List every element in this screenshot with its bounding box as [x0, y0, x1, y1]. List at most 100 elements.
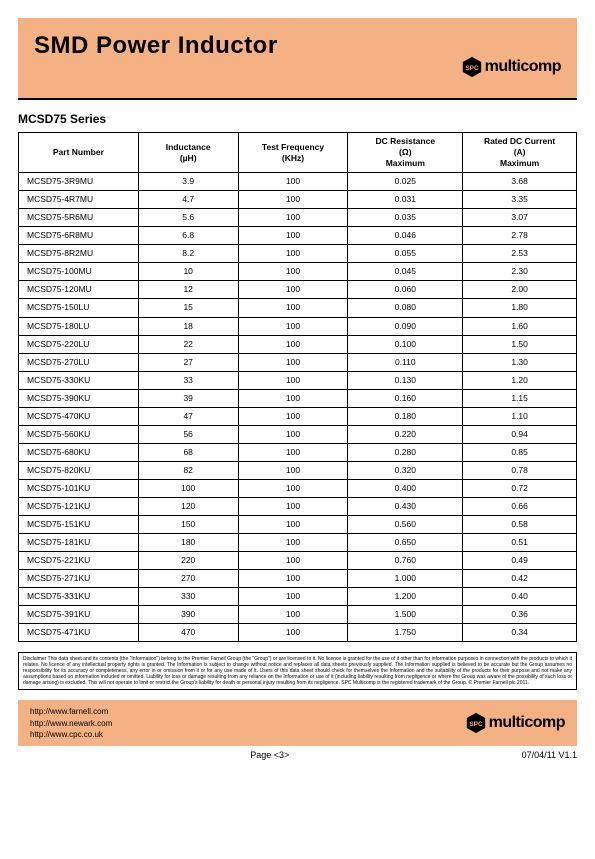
table-cell: 2.30 — [463, 263, 577, 281]
table-cell: 27 — [138, 353, 238, 371]
table-cell: 68 — [138, 443, 238, 461]
table-row: MCSD75-151KU1501000.5600.58 — [19, 516, 577, 534]
table-cell: 100 — [238, 317, 348, 335]
table-row: MCSD75-100MU101000.0452.30 — [19, 263, 577, 281]
table-cell: 1.50 — [463, 335, 577, 353]
table-cell: 120 — [138, 497, 238, 515]
table-cell: 82 — [138, 461, 238, 479]
table-row: MCSD75-6R8MU6.81000.0462.78 — [19, 227, 577, 245]
table-row: MCSD75-8R2MU8.21000.0552.53 — [19, 245, 577, 263]
table-cell: 0.760 — [348, 552, 463, 570]
column-header: DC Resistance(Ω)Maximum — [348, 133, 463, 173]
table-cell: 0.180 — [348, 407, 463, 425]
main-content: MCSD75 Series Part NumberInductance(µH)T… — [0, 112, 595, 690]
table-row: MCSD75-470KU471000.1801.10 — [19, 407, 577, 425]
table-cell: 100 — [238, 245, 348, 263]
table-cell: 0.66 — [463, 497, 577, 515]
table-cell: 3.9 — [138, 173, 238, 191]
table-cell: 0.49 — [463, 552, 577, 570]
series-title: MCSD75 Series — [18, 112, 577, 126]
table-cell: MCSD75-151KU — [19, 516, 139, 534]
table-cell: 100 — [238, 173, 348, 191]
table-cell: MCSD75-391KU — [19, 606, 139, 624]
table-row: MCSD75-471KU4701001.7500.34 — [19, 624, 577, 642]
footer-link: http://www.cpc.co.uk — [30, 729, 112, 740]
table-cell: 0.72 — [463, 479, 577, 497]
column-header: Part Number — [19, 133, 139, 173]
table-cell: 100 — [238, 443, 348, 461]
table-cell: 100 — [238, 281, 348, 299]
table-row: MCSD75-390KU391000.1601.15 — [19, 389, 577, 407]
table-cell: 0.045 — [348, 263, 463, 281]
table-cell: 0.42 — [463, 570, 577, 588]
table-cell: 0.130 — [348, 371, 463, 389]
table-cell: 2.78 — [463, 227, 577, 245]
table-cell: 0.100 — [348, 335, 463, 353]
footer-link: http://www.farnell.com — [30, 706, 112, 717]
table-cell: MCSD75-680KU — [19, 443, 139, 461]
table-cell: 47 — [138, 407, 238, 425]
table-cell: 100 — [238, 191, 348, 209]
table-body: MCSD75-3R9MU3.91000.0253.68MCSD75-4R7MU4… — [19, 173, 577, 642]
table-cell: MCSD75-100MU — [19, 263, 139, 281]
table-cell: 100 — [138, 479, 238, 497]
table-cell: 1.500 — [348, 606, 463, 624]
svg-text:SPC: SPC — [469, 721, 483, 728]
table-cell: 1.750 — [348, 624, 463, 642]
table-cell: 180 — [138, 534, 238, 552]
table-cell: 0.220 — [348, 425, 463, 443]
table-cell: MCSD75-6R8MU — [19, 227, 139, 245]
header-rule — [18, 98, 577, 100]
table-cell: 56 — [138, 425, 238, 443]
table-cell: MCSD75-5R6MU — [19, 209, 139, 227]
table-cell: 0.430 — [348, 497, 463, 515]
table-cell: 100 — [238, 425, 348, 443]
table-cell: 0.94 — [463, 425, 577, 443]
table-row: MCSD75-101KU1001000.4000.72 — [19, 479, 577, 497]
table-cell: 220 — [138, 552, 238, 570]
table-row: MCSD75-391KU3901001.5000.36 — [19, 606, 577, 624]
logo-container: SPC multicomp — [465, 712, 565, 734]
table-cell: 0.650 — [348, 534, 463, 552]
table-cell: 100 — [238, 389, 348, 407]
table-cell: 0.560 — [348, 516, 463, 534]
logo-text: multicomp — [489, 714, 565, 732]
table-cell: 100 — [238, 299, 348, 317]
table-cell: MCSD75-390KU — [19, 389, 139, 407]
table-row: MCSD75-181KU1801000.6500.51 — [19, 534, 577, 552]
table-cell: 0.58 — [463, 516, 577, 534]
header-band: SMD Power Inductor SPC multicomp — [18, 18, 577, 98]
table-cell: 0.34 — [463, 624, 577, 642]
table-cell: 100 — [238, 588, 348, 606]
table-cell: 0.85 — [463, 443, 577, 461]
table-cell: 390 — [138, 606, 238, 624]
date-version: 07/04/11 V1.1 — [522, 750, 577, 760]
table-cell: MCSD75-820KU — [19, 461, 139, 479]
table-row: MCSD75-3R9MU3.91000.0253.68 — [19, 173, 577, 191]
table-cell: 10 — [138, 263, 238, 281]
table-row: MCSD75-121KU1201000.4300.66 — [19, 497, 577, 515]
table-cell: MCSD75-121KU — [19, 497, 139, 515]
table-cell: 0.320 — [348, 461, 463, 479]
hex-badge-icon: SPC — [465, 712, 487, 734]
svg-text:SPC: SPC — [465, 65, 479, 72]
table-cell: 0.51 — [463, 534, 577, 552]
table-cell: 1.20 — [463, 371, 577, 389]
spec-table: Part NumberInductance(µH)Test Frequency(… — [18, 132, 577, 642]
table-cell: 100 — [238, 335, 348, 353]
table-row: MCSD75-331KU3301001.2000.40 — [19, 588, 577, 606]
footer-band: http://www.farnell.com http://www.newark… — [18, 700, 577, 746]
table-cell: 100 — [238, 606, 348, 624]
table-cell: 100 — [238, 371, 348, 389]
table-cell: 18 — [138, 317, 238, 335]
table-cell: MCSD75-560KU — [19, 425, 139, 443]
table-cell: MCSD75-471KU — [19, 624, 139, 642]
table-cell: 100 — [238, 227, 348, 245]
table-row: MCSD75-680KU681000.2800.85 — [19, 443, 577, 461]
table-cell: 100 — [238, 534, 348, 552]
table-cell: 0.40 — [463, 588, 577, 606]
page-meta: Page <3> 07/04/11 V1.1 — [0, 746, 595, 760]
table-cell: 0.035 — [348, 209, 463, 227]
table-cell: 1.60 — [463, 317, 577, 335]
table-cell: 0.280 — [348, 443, 463, 461]
